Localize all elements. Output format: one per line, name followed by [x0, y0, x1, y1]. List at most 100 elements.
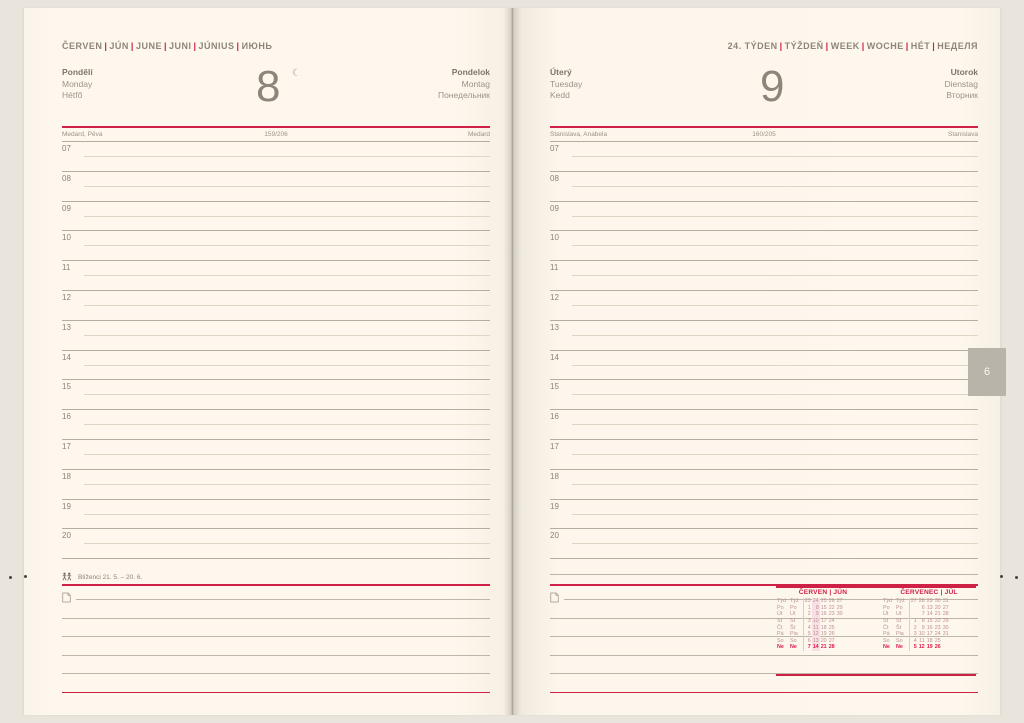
mini-cal-day[interactable]: 15: [820, 604, 827, 611]
mini-cal-day[interactable]: 11: [919, 637, 925, 644]
mini-cal-day[interactable]: 7: [921, 611, 925, 618]
mini-cal-day[interactable]: 13: [811, 637, 820, 645]
mini-cal-day[interactable]: 3: [913, 631, 917, 638]
halfhour-rule-13: [84, 334, 490, 336]
mini-cal-day[interactable]: 9: [921, 624, 925, 631]
hour-rule-14: [550, 349, 978, 351]
header-lang-part: JUNE: [135, 41, 162, 51]
mini-cal-day[interactable]: 14: [811, 644, 820, 651]
halfhour-rule-18: [572, 483, 978, 485]
header-separator: |: [861, 41, 865, 51]
hour-rule-16: [550, 409, 978, 411]
halfhour-rule-14: [572, 364, 978, 366]
halfhour-rule-11: [84, 275, 490, 277]
mini-cal-day[interactable]: 29: [942, 617, 949, 624]
hour-label-10: 10: [550, 233, 559, 243]
mini-cal-day[interactable]: 25: [828, 624, 835, 631]
mini-cal-day[interactable]: 13: [926, 604, 933, 611]
mini-cal-day[interactable]: 2: [807, 611, 811, 618]
mini-cal-day[interactable]: 10: [811, 617, 820, 625]
halfhour-rule-10: [84, 245, 490, 247]
header-separator: |: [779, 41, 783, 51]
mini-cal-row-Čt: Čt Št 4 11 18 25: [776, 624, 844, 632]
hour-rule-09: [62, 200, 490, 202]
mini-cal-day[interactable]: 27: [828, 637, 835, 644]
mini-cal-day[interactable]: 21: [820, 644, 827, 651]
mini-cal-day[interactable]: 22: [828, 604, 835, 611]
mini-cal-day[interactable]: 19: [926, 644, 933, 651]
mini-cal-day[interactable]: 3: [807, 617, 811, 624]
mini-cal-week-header: Týd Týž 23 24 25 26 27: [776, 598, 844, 605]
mini-cal-day[interactable]: 30: [836, 611, 843, 618]
mini-cal-day[interactable]: 6: [807, 637, 811, 644]
hour-rule-20: [62, 528, 490, 530]
day-name-alt-2: Dienstag: [944, 78, 978, 89]
hour-label-09: 09: [550, 203, 559, 213]
mini-cal-day[interactable]: 24: [934, 631, 941, 638]
weekday-label-sk: Št: [895, 624, 910, 632]
week-number: 28: [918, 598, 925, 605]
header-lang-part: WEEK: [830, 41, 860, 51]
weekday-label-cz: Ne: [777, 644, 784, 651]
mini-cal-day[interactable]: 21: [934, 611, 941, 618]
mini-cal-day[interactable]: 7: [807, 644, 811, 651]
mini-cal-day[interactable]: 19: [820, 631, 827, 638]
mini-cal-day[interactable]: 1: [807, 604, 811, 611]
mini-cal-day[interactable]: 12: [918, 644, 925, 651]
mini-cal-day[interactable]: 4: [807, 624, 811, 631]
header-lang-part: JUNI: [168, 41, 192, 51]
hour-label-16: 16: [62, 412, 71, 422]
halfhour-rule-17: [572, 454, 978, 455]
mini-cal-day[interactable]: 26: [828, 631, 835, 638]
mini-cal-day[interactable]: 24: [828, 617, 835, 624]
mini-cal-day[interactable]: 29: [836, 604, 843, 611]
hour-label-10: 10: [62, 233, 71, 243]
mini-cal-day[interactable]: 14: [926, 611, 933, 618]
weekday-label-sk: Po: [789, 604, 804, 612]
mini-cal-day[interactable]: 28: [828, 644, 835, 651]
mini-cal-day[interactable]: 4: [913, 637, 917, 644]
mini-cal-day[interactable]: 1: [913, 617, 917, 624]
mini-cal-day[interactable]: 5: [913, 644, 917, 651]
mini-cal-day[interactable]: 23: [828, 611, 835, 618]
mini-cal-day[interactable]: 22: [934, 617, 941, 624]
hour-grid-bottom-rule: [550, 558, 978, 560]
mini-cal-day[interactable]: 10: [918, 631, 925, 638]
mini-cal-day[interactable]: 8: [921, 617, 925, 624]
mini-cal-day[interactable]: 15: [926, 617, 933, 624]
mini-cal-day[interactable]: 17: [926, 631, 933, 638]
header-lang-part: ИЮНЬ: [241, 41, 273, 51]
mini-cal-day[interactable]: 9: [811, 611, 820, 618]
mini-cal-day[interactable]: 26: [934, 644, 941, 651]
mini-cal-day[interactable]: 23: [934, 624, 941, 631]
mini-cal-day[interactable]: 11: [811, 624, 820, 632]
month-index-tab[interactable]: 6: [968, 348, 1006, 396]
mini-cal-day[interactable]: 16: [820, 611, 827, 618]
mini-cal-day[interactable]: 16: [926, 624, 933, 631]
mini-cal-day[interactable]: 6: [921, 604, 925, 611]
mini-cal-day[interactable]: 12: [811, 631, 820, 638]
hour-rule-08: [550, 170, 978, 172]
mini-cal-day[interactable]: 8: [811, 604, 820, 612]
mini-cal-day[interactable]: 27: [942, 604, 949, 611]
mini-cal-day[interactable]: 25: [934, 637, 941, 644]
mini-cal-day[interactable]: 2: [913, 624, 917, 631]
month-tab-label: 6: [983, 366, 991, 378]
halfhour-rule-16: [572, 424, 978, 426]
mini-cal-day[interactable]: 20: [934, 604, 941, 611]
halfhour-rule-11: [572, 275, 978, 277]
mini-cal-day[interactable]: 20: [820, 637, 827, 644]
mini-cal-day[interactable]: 18: [926, 637, 933, 644]
mini-cal-day[interactable]: 18: [820, 624, 827, 631]
header-separator: |: [193, 41, 197, 51]
mini-cal-day[interactable]: 28: [942, 611, 949, 618]
mini-cal-day[interactable]: 17: [820, 617, 827, 624]
hour-rule-15: [550, 379, 978, 381]
mini-cal-day[interactable]: 31: [942, 631, 949, 638]
weekday-label-cz: Po: [883, 604, 890, 611]
mini-cal-day[interactable]: 5: [807, 631, 811, 638]
mini-cal-row-So: So So 4 11 18 25: [882, 637, 950, 645]
hour-label-08: 08: [62, 173, 71, 183]
mini-cal-day[interactable]: 30: [942, 624, 949, 631]
